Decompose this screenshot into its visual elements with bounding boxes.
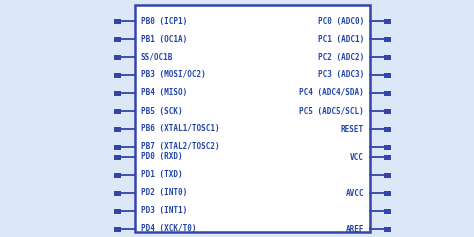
Text: PB6 (XTAL1/TOSC1): PB6 (XTAL1/TOSC1): [141, 124, 219, 133]
Text: PC1 (ADC1): PC1 (ADC1): [318, 35, 364, 44]
Bar: [384, 73, 391, 77]
Text: PD1 (TXD): PD1 (TXD): [141, 170, 182, 179]
Text: VCC: VCC: [350, 152, 364, 161]
Bar: [384, 145, 391, 150]
Text: PD3 (INT1): PD3 (INT1): [141, 206, 187, 215]
Text: RESET: RESET: [341, 124, 364, 133]
Text: PC5 (ADC5/SCL): PC5 (ADC5/SCL): [299, 106, 364, 115]
Text: PC2 (ADC2): PC2 (ADC2): [318, 53, 364, 61]
Bar: [114, 127, 121, 132]
Text: PC3 (ADC3): PC3 (ADC3): [318, 70, 364, 79]
Text: PB0 (ICP1): PB0 (ICP1): [141, 17, 187, 26]
Bar: [384, 155, 391, 160]
Bar: [114, 155, 121, 160]
Bar: [114, 91, 121, 96]
Bar: [114, 73, 121, 77]
Bar: [384, 18, 391, 23]
Bar: [114, 145, 121, 150]
Bar: [114, 209, 121, 214]
Text: PB4 (MISO): PB4 (MISO): [141, 88, 187, 97]
Bar: [384, 91, 391, 96]
Bar: [384, 55, 391, 59]
Text: PB5 (SCK): PB5 (SCK): [141, 106, 182, 115]
Bar: [114, 191, 121, 196]
Text: PB3 (MOSI/OC2): PB3 (MOSI/OC2): [141, 70, 206, 79]
Bar: [114, 36, 121, 41]
Bar: [135, 5, 370, 232]
Bar: [114, 173, 121, 178]
Text: PC4 (ADC4/SDA): PC4 (ADC4/SDA): [299, 88, 364, 97]
Bar: [384, 109, 391, 114]
Bar: [384, 227, 391, 232]
Bar: [114, 227, 121, 232]
Bar: [384, 191, 391, 196]
Bar: [114, 109, 121, 114]
Bar: [384, 209, 391, 214]
Text: PD4 (XCK/T0): PD4 (XCK/T0): [141, 224, 197, 233]
Text: PD2 (INT0): PD2 (INT0): [141, 188, 187, 197]
Text: PC0 (ADC0): PC0 (ADC0): [318, 17, 364, 26]
Text: AVCC: AVCC: [346, 188, 364, 197]
Bar: [114, 55, 121, 59]
Text: PD0 (RXD): PD0 (RXD): [141, 152, 182, 161]
Text: SS/OC1B: SS/OC1B: [141, 53, 173, 61]
Text: AREF: AREF: [346, 224, 364, 233]
Bar: [384, 173, 391, 178]
Bar: [114, 18, 121, 23]
Bar: [384, 127, 391, 132]
Text: PB1 (OC1A): PB1 (OC1A): [141, 35, 187, 44]
Bar: [384, 36, 391, 41]
Text: PB7 (XTAL2/TOSC2): PB7 (XTAL2/TOSC2): [141, 142, 219, 151]
